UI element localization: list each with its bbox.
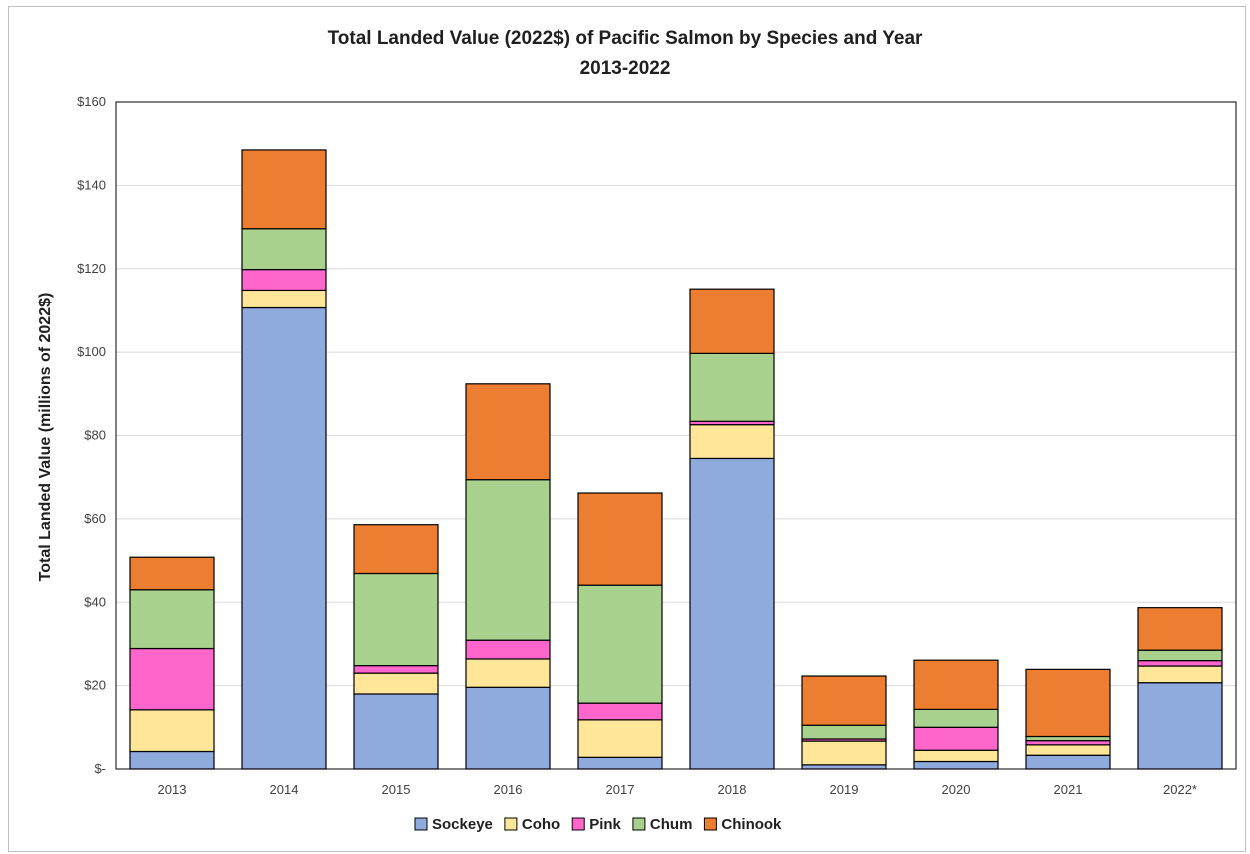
- y-tick-label: $80: [84, 428, 106, 443]
- bar-coho-2020: [913, 749, 999, 763]
- bar-pink-2020: [913, 726, 999, 751]
- bar-sockeye-2018: [689, 457, 775, 770]
- legend-swatch-sockeye: [414, 817, 428, 831]
- bar-chum-2019: [801, 724, 887, 740]
- bar-chinook-2019: [801, 675, 887, 726]
- bar-coho-2019: [801, 740, 887, 766]
- bar-coho-2017: [577, 719, 663, 758]
- x-tick-label: 2020: [942, 782, 971, 797]
- bar-chum-2015: [353, 572, 439, 667]
- bar-sockeye-2015: [353, 693, 439, 770]
- bar-sockeye-2016: [465, 686, 551, 770]
- bar-coho-2015: [353, 672, 439, 695]
- legend-swatch-chinook: [703, 817, 717, 831]
- bar-coho-2022: [1137, 665, 1223, 684]
- bar-sockeye-2014: [241, 306, 327, 770]
- legend-swatch-pink: [571, 817, 585, 831]
- x-tick-label: 2021: [1054, 782, 1083, 797]
- bar-sockeye-2020: [913, 760, 999, 770]
- bar-pink-2021: [1025, 740, 1111, 746]
- bar-chinook-2020: [913, 659, 999, 710]
- bar-coho-2014: [241, 289, 327, 309]
- bar-sockeye-2019: [801, 764, 887, 770]
- x-tick-label: 2013: [158, 782, 187, 797]
- x-tick-label: 2022*: [1163, 782, 1197, 797]
- bar-coho-2018: [689, 424, 775, 460]
- y-tick-label: $140: [77, 177, 106, 192]
- legend: Sockeye Coho Pink Chum Chinook: [414, 816, 782, 833]
- x-axis-ticks: 2013 2014 2015 2016 2017 2018 2019 2020 2021 2022…: [158, 782, 1197, 797]
- y-tick-label: $120: [77, 261, 106, 276]
- legend-label-pink: Pink: [589, 816, 621, 833]
- bar-chinook-2015: [353, 524, 439, 575]
- bar-chum-2013: [129, 589, 215, 650]
- y-tick-label: $100: [77, 344, 106, 359]
- legend-swatch-chum: [632, 817, 646, 831]
- legend-label-chinook: Chinook: [721, 816, 782, 833]
- bar-chinook-2021: [1025, 668, 1111, 738]
- legend-label-sockeye: Sockeye: [432, 816, 493, 833]
- y-axis-ticks: $- $20 $40 $60 $80 $100 $120 $140 $160: [77, 94, 106, 776]
- bar-sockeye-2022: [1137, 682, 1223, 770]
- bar-chinook-2017: [577, 492, 663, 586]
- y-axis-label: Total Landed Value (millions of 2022$): [37, 293, 54, 582]
- bar-chum-2017: [577, 584, 663, 704]
- bar-chum-2020: [913, 708, 999, 728]
- x-tick-label: 2019: [830, 782, 859, 797]
- bar-pink-2014: [241, 268, 327, 292]
- bar-chum-2021: [1025, 735, 1111, 742]
- bar-sockeye-2021: [1025, 754, 1111, 770]
- bar-chinook-2014: [241, 149, 327, 230]
- legend-label-chum: Chum: [650, 816, 693, 833]
- bar-pink-2013: [129, 647, 215, 711]
- bars: [129, 149, 1223, 770]
- chart-title: Total Landed Value (2022$) of Pacific Sa…: [328, 28, 923, 49]
- legend-swatch-coho: [504, 817, 518, 831]
- x-tick-label: 2015: [382, 782, 411, 797]
- y-tick-label: $160: [77, 94, 106, 109]
- bar-pink-2015: [353, 665, 439, 674]
- bar-chinook-2022: [1137, 607, 1223, 651]
- bar-pink-2022: [1137, 660, 1223, 667]
- x-tick-label: 2014: [270, 782, 299, 797]
- bar-pink-2016: [465, 639, 551, 660]
- bar-chum-2016: [465, 479, 551, 641]
- y-tick-label: $-: [94, 761, 106, 776]
- bar-sockeye-2017: [577, 756, 663, 770]
- plot-area-border: [115, 101, 1237, 770]
- bar-coho-2016: [465, 658, 551, 688]
- bar-coho-2021: [1025, 744, 1111, 756]
- bar-chum-2022: [1137, 649, 1223, 662]
- bar-sockeye-2013: [129, 750, 215, 770]
- chart-subtitle: 2013-2022: [580, 58, 671, 79]
- x-tick-label: 2017: [606, 782, 635, 797]
- legend-label-coho: Coho: [522, 816, 560, 833]
- bar-chinook-2018: [689, 288, 775, 354]
- bar-chinook-2016: [465, 383, 551, 481]
- bar-chum-2014: [241, 228, 327, 271]
- bar-coho-2013: [129, 709, 215, 753]
- bar-chum-2018: [689, 352, 775, 422]
- y-tick-label: $20: [84, 678, 106, 693]
- y-tick-label: $60: [84, 511, 106, 526]
- x-tick-label: 2018: [718, 782, 747, 797]
- bar-pink-2017: [577, 702, 663, 721]
- y-tick-label: $40: [84, 594, 106, 609]
- bar-chinook-2013: [129, 556, 215, 591]
- x-tick-label: 2016: [494, 782, 523, 797]
